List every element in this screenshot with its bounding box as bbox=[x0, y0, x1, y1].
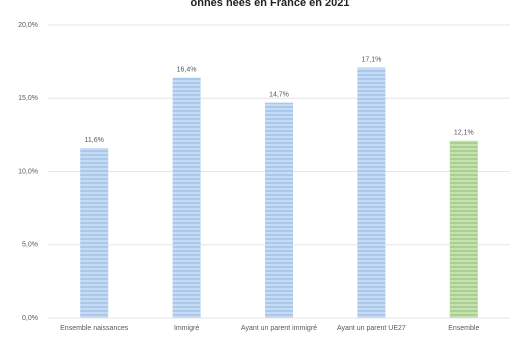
x-tick-label: Ensemble naissances bbox=[60, 325, 129, 332]
value-label: 14,7% bbox=[269, 91, 289, 98]
y-tick-label: 0,0% bbox=[22, 315, 38, 322]
bar-texture bbox=[357, 67, 386, 318]
chart-title: onnes nées en France en 2021 bbox=[191, 0, 350, 9]
value-label: 12,1% bbox=[454, 130, 474, 137]
bar-texture bbox=[449, 140, 478, 318]
y-tick-label: 20,0% bbox=[18, 22, 38, 29]
bar-texture bbox=[80, 148, 109, 318]
value-label: 11,6% bbox=[85, 137, 104, 144]
x-tick-label: Ayant un parent immigré bbox=[241, 325, 317, 332]
y-tick-label: 15,0% bbox=[18, 95, 38, 102]
x-tick-label: Ayant un parent UE27 bbox=[337, 325, 406, 332]
value-label: 17,1% bbox=[361, 56, 381, 63]
y-tick-label: 10,0% bbox=[18, 168, 38, 175]
y-tick-label: 5,0% bbox=[22, 242, 38, 249]
bar-texture bbox=[172, 77, 201, 319]
value-label: 16,4% bbox=[177, 67, 197, 74]
x-tick-label: Ensemble bbox=[448, 325, 479, 332]
x-tick-label: Immigré bbox=[174, 325, 199, 332]
bar-texture bbox=[265, 102, 293, 319]
